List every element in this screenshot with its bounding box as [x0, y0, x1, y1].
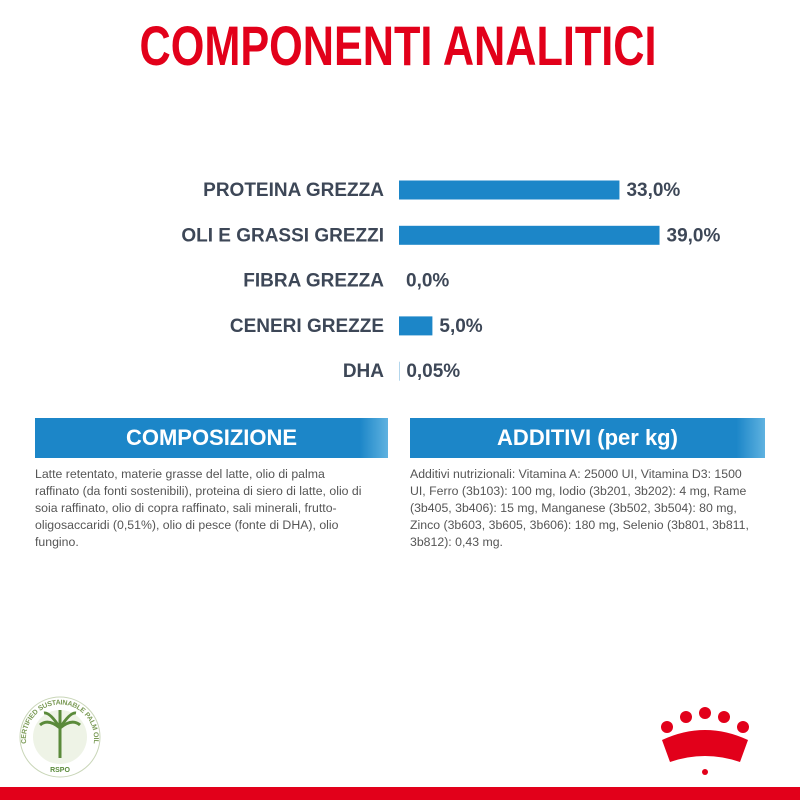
- value-label: 33,0%: [626, 180, 680, 201]
- value-label: 0,05%: [406, 361, 460, 382]
- panel-text: Additivi nutrizionali: Vitamina A: 25000…: [410, 467, 749, 549]
- category-label: CENERI GREZZE: [230, 316, 384, 337]
- bar: [399, 225, 660, 245]
- category-label: FIBRA GREZZA: [243, 271, 384, 292]
- panel-text: Latte retentato, materie grasse del latt…: [35, 467, 362, 549]
- panel-title: COMPOSIZIONE: [35, 418, 388, 458]
- value-label: 0,0%: [406, 271, 449, 292]
- category-label: DHA: [343, 361, 384, 382]
- bar: [399, 180, 620, 200]
- logo-mark: RSPO: [50, 767, 70, 774]
- value-label: 39,0%: [667, 225, 721, 246]
- category-label: PROTEINA GREZZA: [203, 180, 384, 201]
- bars: PROTEINA GREZZA 33,0% OLI E GRASSI GREZZI 3…: [181, 180, 720, 382]
- bottom-band: [0, 787, 800, 800]
- crown-logo: [661, 707, 749, 775]
- bar: [399, 316, 433, 336]
- panel-title: ADDITIVI (per kg): [410, 418, 765, 458]
- value-label: 5,0%: [439, 316, 482, 337]
- category-label: OLI E GRASSI GREZZI: [181, 225, 384, 246]
- rspo-logo: CERTIFIED SUSTAINABLE PALM OIL RSPO: [19, 696, 101, 778]
- chart-title: COMPONENTI ANALITICI: [140, 14, 657, 77]
